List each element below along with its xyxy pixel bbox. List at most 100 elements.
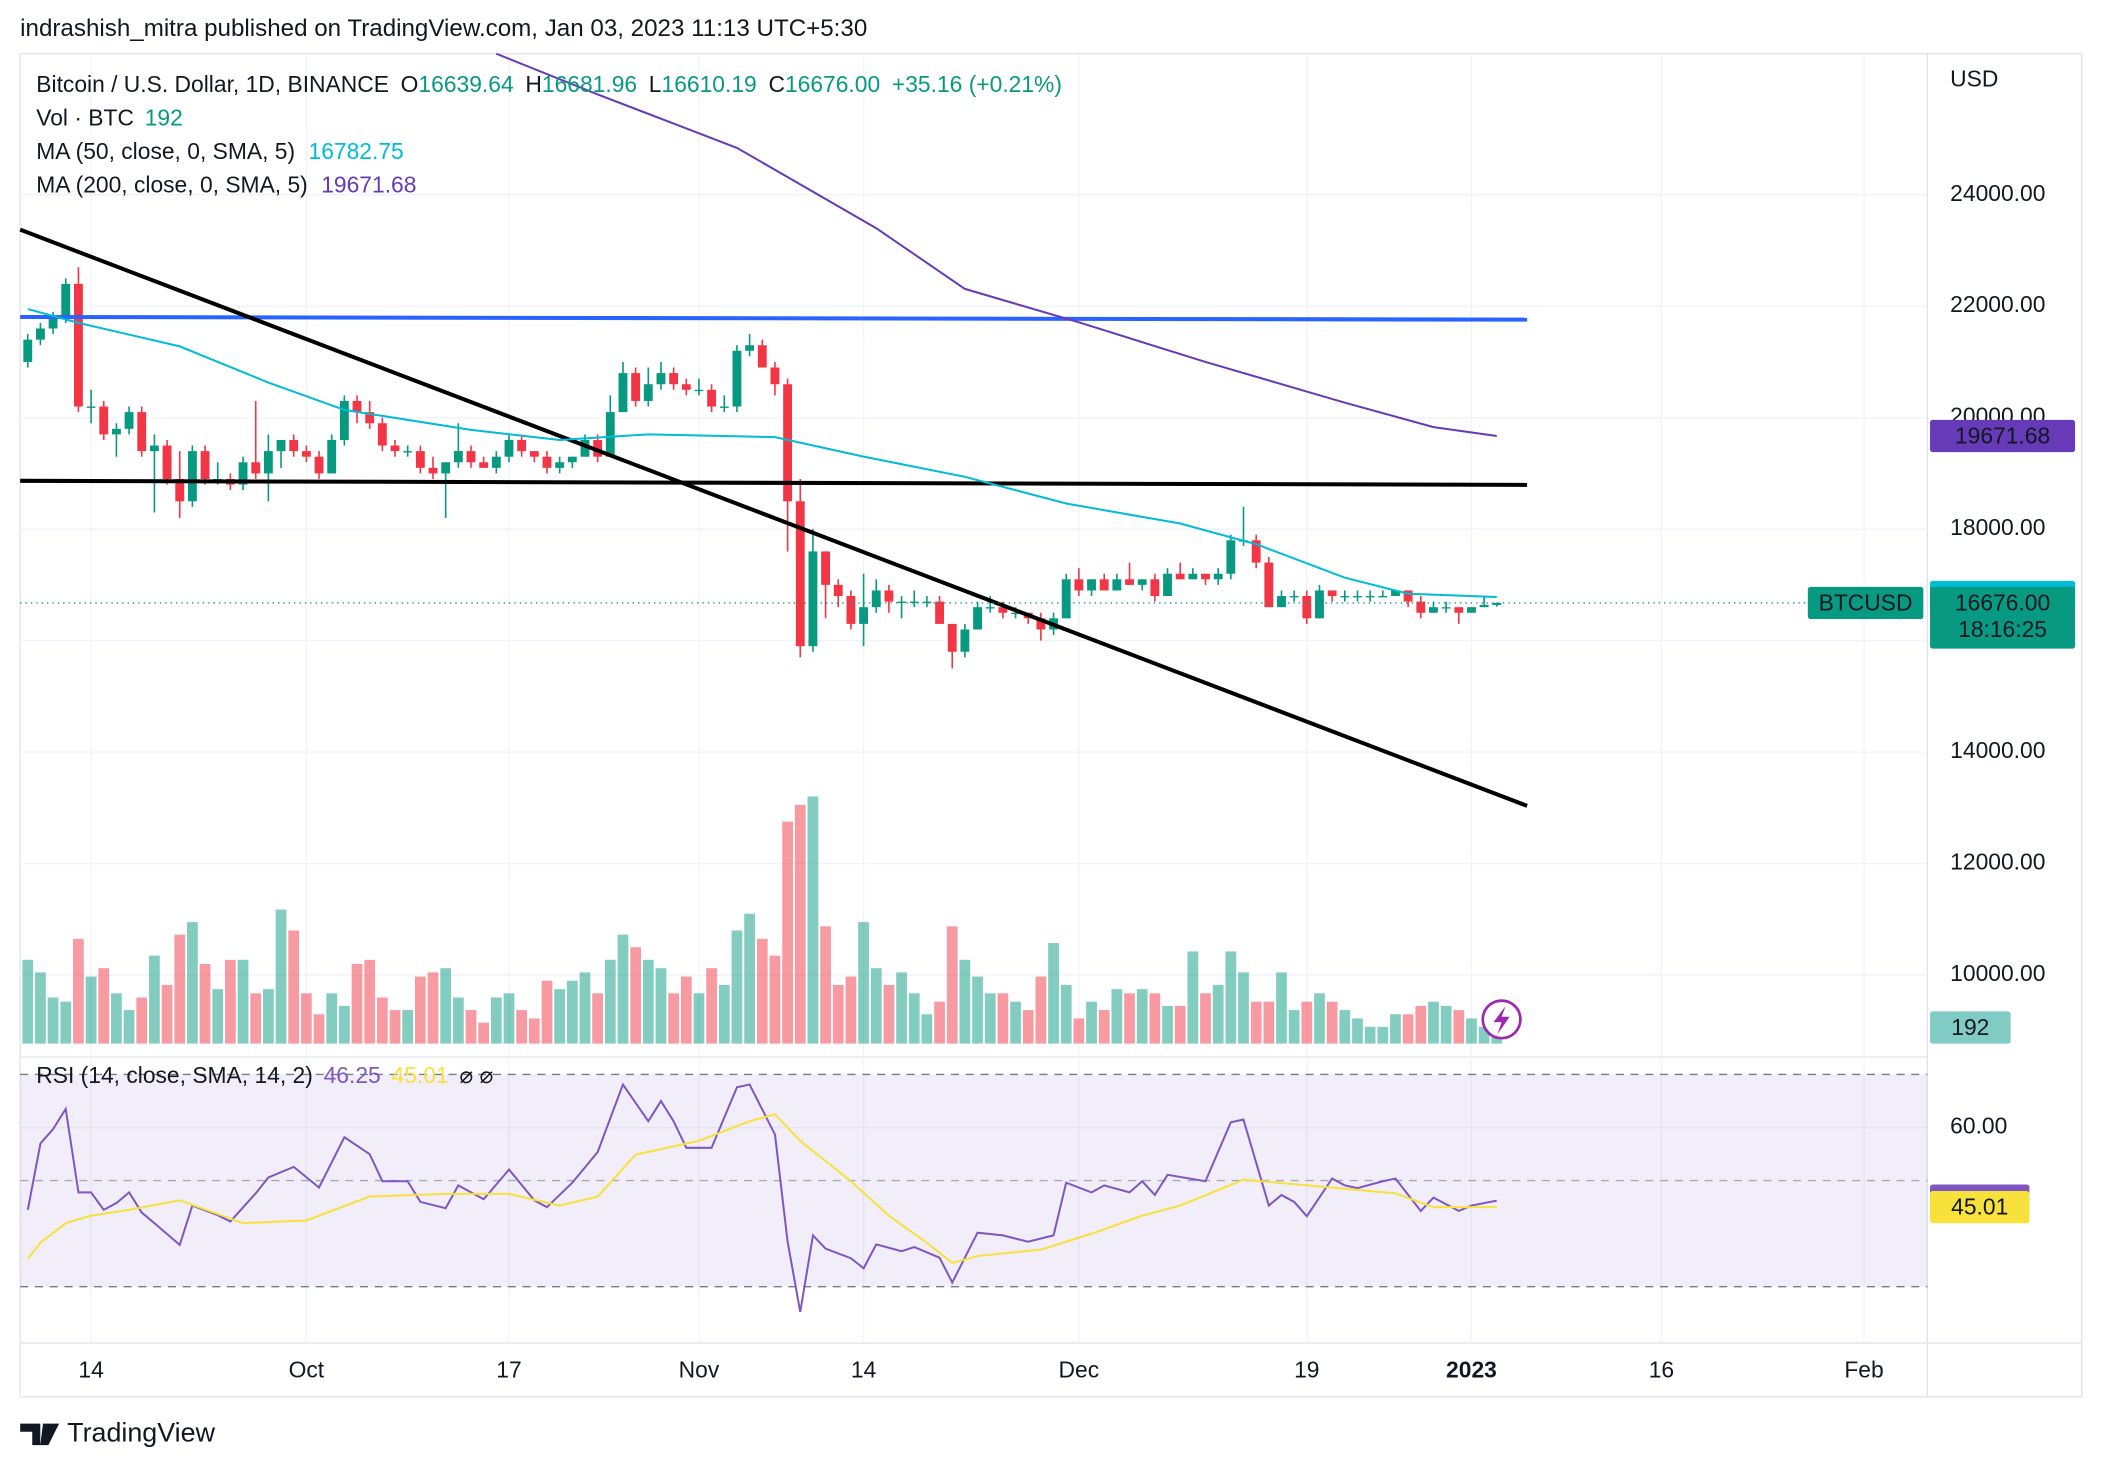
grid [20, 53, 1928, 1344]
y-tick-label: 18000.00 [1950, 514, 2045, 540]
volume-bar [364, 959, 376, 1044]
volume-bar [1225, 951, 1237, 1044]
volume-bar [503, 993, 515, 1044]
volume-bar [1048, 943, 1059, 1044]
candle-body [529, 451, 539, 457]
volume-bar [845, 976, 857, 1044]
volume-bar [1276, 972, 1287, 1044]
candle-body [453, 451, 463, 463]
candle-body [377, 423, 387, 446]
candle-body [187, 451, 197, 502]
candle-body [137, 412, 147, 452]
volume-bar [997, 993, 1009, 1044]
volume-bar [275, 909, 287, 1044]
volume-bar [1124, 993, 1135, 1044]
candle-body [1403, 590, 1413, 602]
volume-bar [706, 968, 717, 1044]
candle-body [973, 607, 982, 630]
volume-bar [794, 804, 806, 1044]
candle-body [111, 428, 121, 435]
volume-bar [870, 968, 882, 1044]
candle-body [985, 607, 995, 609]
y-tick-label: 24000.00 [1950, 180, 2045, 206]
candle-body [719, 406, 729, 408]
ma50-line [27, 308, 1497, 599]
candle-body [1226, 540, 1236, 574]
indicator-lines [20, 52, 1928, 1312]
volume-bar [693, 993, 705, 1044]
x-tick-label: Dec [1059, 1356, 1100, 1382]
volume-price-label-box [1930, 1011, 2011, 1044]
volume-bar [1402, 1014, 1414, 1044]
volume-bar [1390, 1014, 1401, 1044]
ma50-value: 16782.75 [309, 138, 404, 164]
volume-bar [161, 984, 173, 1044]
volume-bar [642, 959, 654, 1044]
candle-body [1467, 607, 1476, 613]
close-label: C [768, 71, 785, 97]
candle-body [1175, 573, 1185, 580]
rsi-icons: ⌀ ⌀ [459, 1062, 493, 1088]
candle-body [960, 629, 970, 652]
candle-body [1036, 618, 1046, 630]
alert-icon [1493, 1005, 1510, 1035]
volume-bar [1440, 1005, 1452, 1044]
volume-bar [98, 968, 110, 1044]
candle-body [1441, 607, 1451, 609]
volume-bar [1326, 1001, 1338, 1044]
rsi-ma-price-label-box [1930, 1191, 2030, 1224]
volume-bar [718, 984, 730, 1044]
volume-bar [579, 972, 591, 1044]
candle-body [1479, 604, 1489, 608]
candle-body [909, 601, 919, 603]
volume-bar [212, 989, 224, 1044]
candle-body [1087, 579, 1096, 591]
rsi-ma-price-label: 45.01 [1951, 1194, 2008, 1220]
volume-bar [908, 993, 920, 1044]
volume-bar [225, 959, 236, 1044]
candle-body [1099, 579, 1109, 591]
volume-bar [1035, 976, 1047, 1044]
symbol-tag-box [1807, 586, 1924, 620]
candle-body [998, 607, 1008, 613]
volume-bar [1010, 1001, 1021, 1044]
candle-body [466, 451, 476, 463]
volume-bar [427, 972, 439, 1044]
volume-bar [237, 959, 249, 1044]
rsi-value: 46.25 [324, 1062, 381, 1088]
volume-bar [566, 980, 578, 1044]
candle-body [263, 451, 273, 474]
volume-price-label: 192 [1951, 1014, 1989, 1040]
drawn-level [20, 478, 1528, 487]
last-price-label-box [1930, 586, 2076, 649]
candle-body [1264, 562, 1274, 608]
volume-bar [1301, 1001, 1313, 1044]
candle-body [732, 350, 742, 407]
candle-body [491, 456, 501, 468]
volume-bar [959, 959, 971, 1044]
open-label: O [401, 71, 419, 97]
candle-body [542, 456, 552, 468]
x-tick-label: 19 [1294, 1356, 1319, 1382]
ma50-label: MA (50, close, 0, SMA, 5) [36, 138, 295, 164]
candle-body [580, 439, 590, 457]
candle-body [884, 590, 894, 602]
y-tick-label: 22000.00 [1950, 291, 2045, 317]
rsi-tick-label: 60.00 [1950, 1113, 2007, 1139]
candle-body [1365, 596, 1375, 598]
volume-bar [668, 993, 679, 1044]
brand-name: TradingView [67, 1418, 215, 1448]
candle-body [428, 467, 438, 474]
candle-body [1289, 596, 1299, 598]
ma200-price-label: 19671.68 [1955, 422, 2050, 448]
candle-body [415, 451, 425, 468]
volume-bar [1149, 993, 1161, 1044]
ma50-legend: MA (50, close, 0, SMA, 5) 16782.75 [36, 138, 403, 164]
candle-body [441, 462, 451, 474]
candle-body [1213, 573, 1223, 580]
chart-frame [19, 53, 2083, 1398]
candle-body [149, 445, 159, 452]
volume-bar [972, 976, 983, 1044]
volume-bar [1428, 1001, 1439, 1044]
volume-bar [1288, 1010, 1300, 1044]
